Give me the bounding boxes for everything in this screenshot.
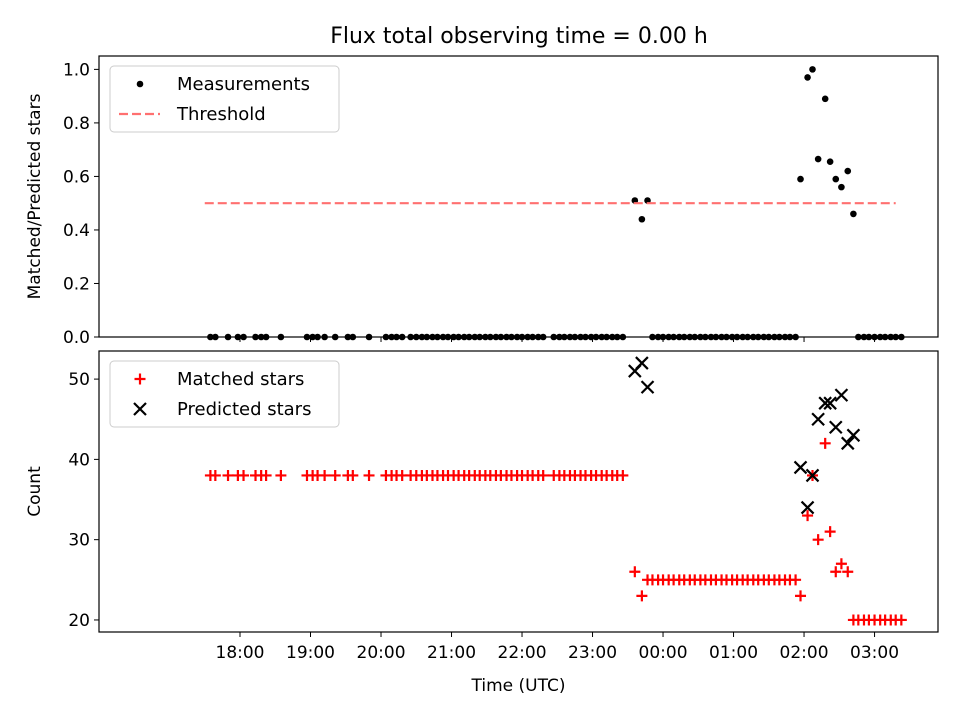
predicted-star-point	[811, 412, 825, 427]
legend-matched-swatch	[134, 373, 146, 385]
matched-star-point	[347, 469, 359, 481]
legend-box	[109, 360, 340, 428]
predicted-star-point	[828, 420, 843, 435]
matched-star-point	[835, 558, 847, 570]
matched-star-point	[209, 469, 221, 481]
predicted-star-point	[800, 500, 815, 515]
matched-star-point	[238, 469, 250, 481]
matched-star-point	[790, 574, 802, 586]
measurement-point	[804, 74, 811, 81]
y-axis-label: Count	[25, 466, 45, 517]
matched-star-point	[363, 469, 375, 481]
series-predicted-stars	[628, 356, 861, 515]
predicted-star-point	[823, 396, 837, 410]
predicted-star-point	[818, 396, 832, 410]
measurement-point	[832, 175, 840, 183]
y-tick-label: 0.8	[63, 114, 90, 134]
matched-star-point	[222, 469, 234, 481]
matched-star-point	[819, 437, 831, 449]
x-axis-label: Time (UTC)	[471, 676, 566, 696]
measurement-point	[814, 155, 822, 163]
matched-star-point	[802, 510, 814, 522]
legend-entry-label: Matched stars	[177, 369, 304, 390]
y-tick-label: 40	[68, 450, 90, 470]
y-tick-label: 0.2	[63, 274, 90, 294]
y-tick-label: 0.6	[63, 167, 90, 187]
x-tick-label: 00:00	[639, 643, 688, 663]
legend-entry-label: Measurements	[177, 74, 310, 95]
predicted-star-point	[834, 388, 849, 402]
predicted-star-point	[635, 356, 649, 370]
matched-star-point	[895, 614, 907, 626]
measurement-point	[797, 175, 804, 183]
measurement-point	[850, 210, 857, 218]
x-tick-label: 23:00	[568, 643, 617, 663]
y-tick-label: 0.0	[63, 328, 90, 348]
predicted-star-point	[846, 428, 861, 443]
measurement-point	[826, 158, 834, 166]
x-tick-label: 19:00	[286, 643, 335, 663]
axes-frame	[98, 350, 939, 633]
matched-star-point	[629, 566, 641, 578]
y-tick-label: 0.4	[63, 221, 90, 241]
matched-star-point	[830, 566, 842, 578]
legend-measurement-swatch	[136, 80, 144, 88]
series-matched-stars	[204, 437, 907, 626]
x-tick-label: 22:00	[498, 643, 547, 663]
x-tick-label: 18:00	[216, 643, 265, 663]
top-panel-matched-ratio: 0.0 0.2 0.4 0.6 0.8 1.0 Matched/Predicted star…	[25, 55, 939, 348]
legend-entry-label: Threshold	[176, 104, 266, 125]
legend-predicted-swatch	[133, 402, 147, 416]
predicted-star-point	[840, 436, 855, 451]
x-tick-label: 02:00	[780, 643, 829, 663]
matched-star-point	[795, 590, 807, 602]
measurement-point	[821, 95, 829, 103]
matched-star-point	[329, 469, 341, 481]
predicted-star-point	[640, 380, 655, 394]
legend-box	[109, 65, 340, 133]
bottom-panel-star-counts: 20 30 40 50 18:00 19:00 20:00 21:00 22:00 23:00 00…	[25, 350, 939, 696]
matched-star-point	[824, 526, 836, 538]
y-tick-label: 30	[68, 531, 90, 551]
measurement-point	[809, 66, 816, 73]
legend-entry-label: Predicted stars	[177, 399, 311, 420]
y-tick-label: 50	[68, 370, 90, 390]
measurement-point	[838, 183, 845, 191]
measurement-point	[638, 215, 646, 223]
matched-star-point	[636, 590, 648, 602]
matched-star-point	[275, 469, 287, 481]
matched-star-point	[537, 469, 549, 481]
x-tick-label: 01:00	[709, 643, 758, 663]
axes-frame	[98, 55, 939, 338]
matched-star-point	[319, 469, 331, 481]
matched-star-point	[260, 469, 272, 481]
x-tick-label: 21:00	[427, 643, 476, 663]
matched-star-point	[812, 534, 824, 546]
matched-star-point	[842, 566, 854, 578]
x-tick-label: 03:00	[850, 643, 899, 663]
y-axis-label: Matched/Predicted stars	[25, 93, 45, 299]
figure-title: Flux total observing time = 0.00 h	[330, 24, 708, 49]
y-tick-label: 1.0	[63, 60, 90, 80]
matched-star-point	[617, 469, 629, 481]
y-tick-label: 20	[68, 611, 90, 631]
x-tick-label: 20:00	[357, 643, 406, 663]
predicted-star-point	[793, 460, 808, 475]
predicted-star-point	[805, 468, 820, 483]
measurement-point	[844, 167, 852, 175]
